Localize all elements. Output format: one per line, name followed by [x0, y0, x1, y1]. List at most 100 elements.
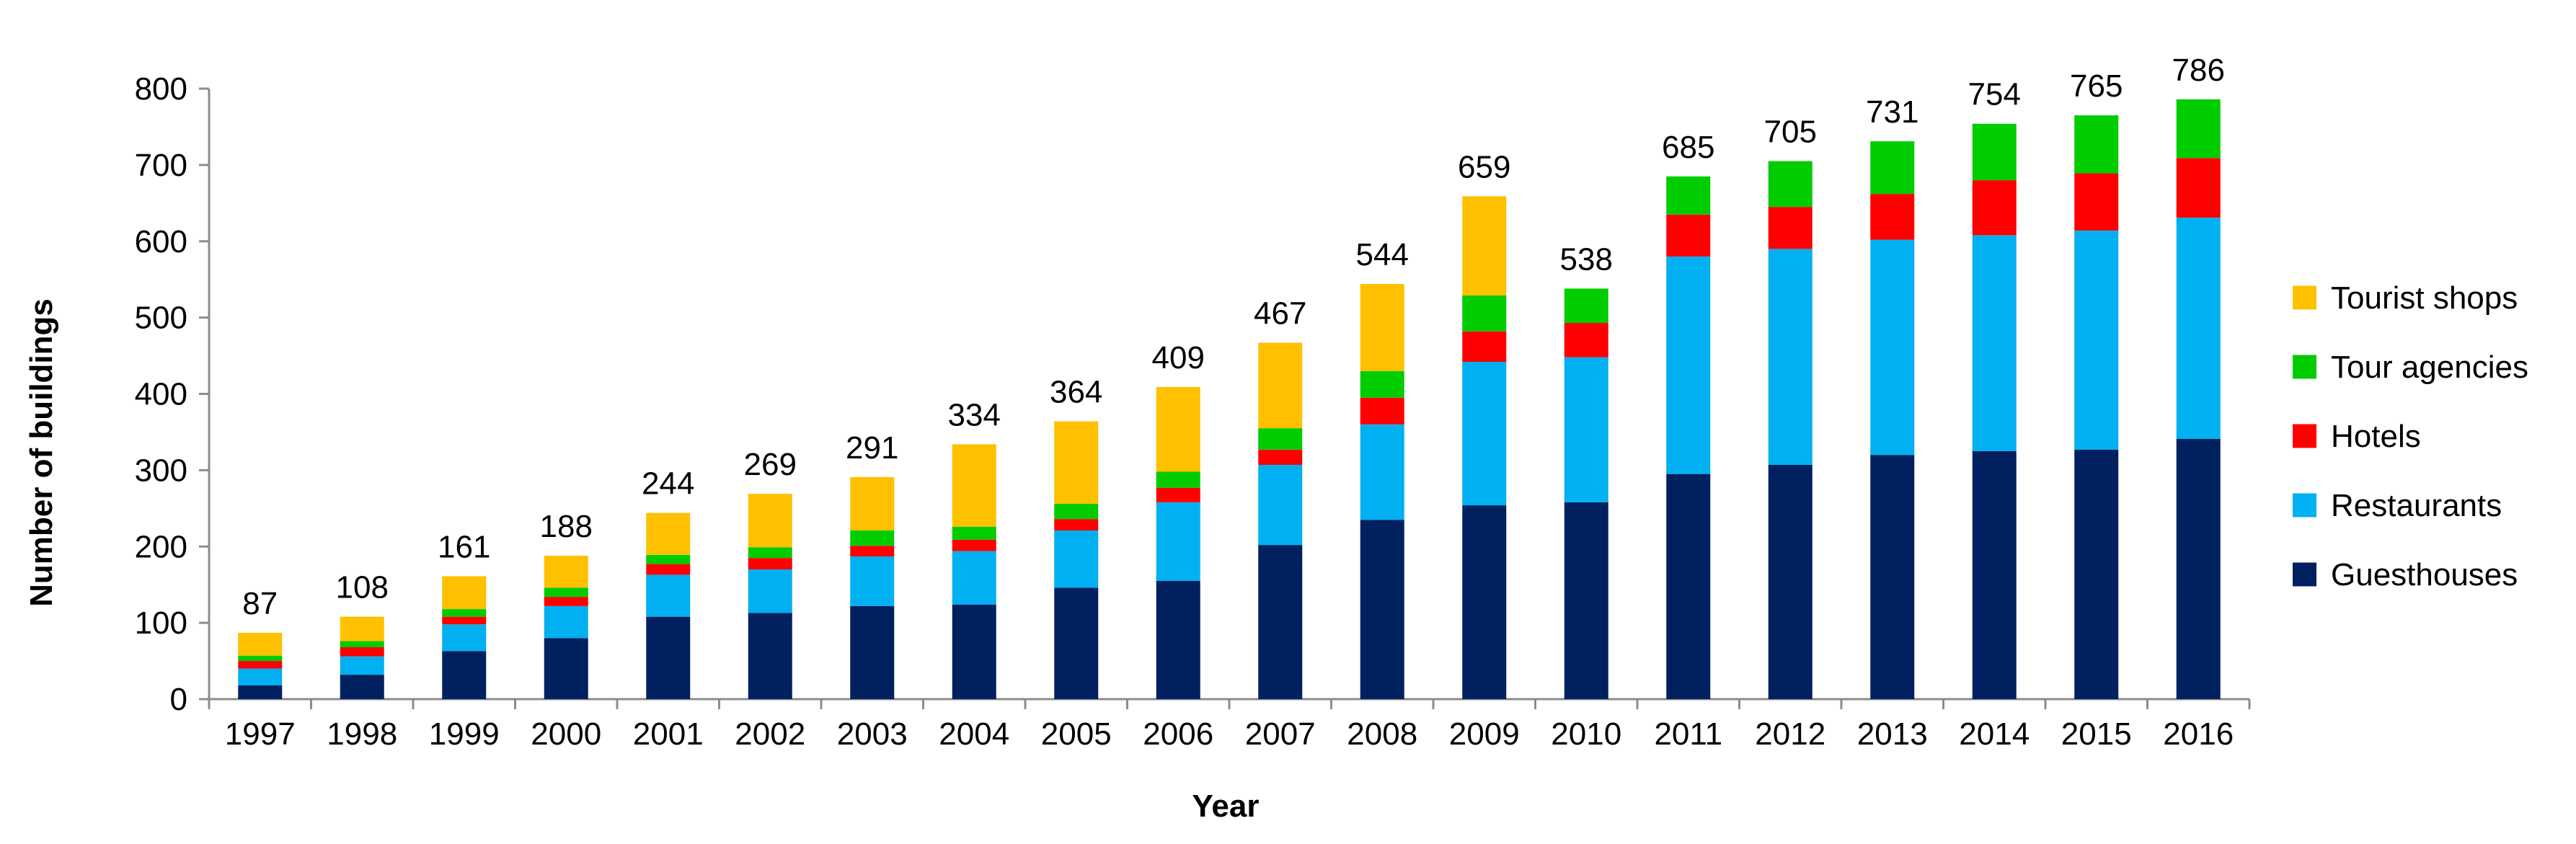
bar-segment-tour-agencies [1156, 471, 1200, 488]
bar-segment-guesthouses [1768, 464, 1813, 699]
bar-segment-restaurants [2074, 230, 2119, 450]
total-label: 108 [336, 570, 389, 605]
bar-segment-tour-agencies [544, 587, 588, 598]
bar-segment-tourist-shops [646, 512, 691, 555]
bar-segment-guesthouses [1360, 520, 1404, 699]
total-label: 409 [1152, 340, 1205, 376]
legend-swatch-guesthouses [2293, 562, 2316, 587]
legend-swatch-tourist-shops [2293, 285, 2316, 310]
bar-segment-hotels [2176, 158, 2221, 218]
bar-segment-hotels [1156, 487, 1200, 502]
bar-segment-hotels [340, 647, 384, 657]
bar-segment-tourist-shops [238, 632, 283, 656]
bar-segment-guesthouses [1972, 450, 2017, 699]
bar-segment-tour-agencies [1054, 503, 1099, 520]
bar-segment-guesthouses [2074, 449, 2119, 699]
bar-segment-tour-agencies [1768, 161, 1813, 208]
bar-segment-guesthouses [1054, 587, 1099, 699]
total-label: 659 [1458, 149, 1510, 185]
bar-segment-tour-agencies [442, 609, 487, 617]
legend-label-tourist-shops: Tourist shops [2331, 280, 2518, 316]
x-tick-label: 2001 [633, 716, 704, 752]
total-label: 467 [1254, 296, 1306, 332]
bar-segment-tourist-shops [1054, 421, 1099, 504]
bar-segment-guesthouses [544, 638, 588, 699]
legend: Tourist shops Tour agencies Hotels Restaura… [2293, 280, 2528, 592]
bar-segment-restaurants [1360, 424, 1404, 520]
bar-segment-restaurants [646, 574, 691, 617]
x-tick-label: 2011 [1654, 716, 1722, 752]
legend-label-tour-agencies: Tour agencies [2331, 350, 2528, 385]
bar-segment-hotels [238, 661, 283, 669]
bar-segment-guesthouses [1258, 545, 1303, 699]
total-label: 291 [846, 430, 898, 466]
bar-segment-hotels [646, 564, 691, 575]
x-tick-label: 2002 [735, 716, 805, 752]
x-tick-label: 2016 [2163, 716, 2234, 752]
bar-segment-hotels [1768, 207, 1813, 249]
bar-segment-hotels [952, 539, 996, 551]
bar-segment-guesthouses [952, 604, 996, 699]
bar-segment-restaurants [1054, 530, 1099, 588]
bar-segment-guesthouses [442, 651, 487, 699]
bar-segment-restaurants [1462, 362, 1507, 506]
x-tick-label: 1999 [429, 716, 500, 752]
bar-segment-hotels [1360, 397, 1404, 425]
y-tick-label: 400 [135, 377, 187, 412]
bar-segment-tourist-shops [850, 476, 895, 531]
x-tick-label: 2014 [1959, 716, 2030, 752]
bar-segment-tourist-shops [1462, 196, 1507, 296]
bar-segment-tour-agencies [2176, 99, 2221, 159]
bar-segment-tour-agencies [340, 641, 384, 648]
bar-segment-hotels [2074, 173, 2119, 231]
bar-segment-hotels [1666, 214, 1711, 257]
bar-segment-tour-agencies [1972, 123, 2017, 181]
bar-segment-restaurants [1870, 239, 1915, 456]
total-label: 685 [1662, 130, 1714, 165]
bar-segment-tourist-shops [442, 576, 487, 610]
bar-segment-guesthouses [340, 675, 384, 699]
bar-segment-restaurants [748, 569, 792, 613]
y-tick-label: 200 [135, 529, 187, 564]
bar-segment-restaurants [2176, 217, 2221, 439]
bar-segment-tourist-shops [1258, 342, 1303, 429]
y-tick-label: 600 [135, 224, 187, 259]
x-tick-label: 2000 [531, 716, 601, 752]
x-tick-label: 2010 [1551, 716, 1621, 752]
bar-segment-restaurants [1768, 249, 1813, 465]
x-tick-label: 2004 [939, 716, 1009, 752]
bar-segment-tour-agencies [1870, 141, 1915, 195]
total-label: 786 [2172, 53, 2225, 88]
bar-segment-restaurants [238, 668, 283, 685]
labels: 1997 87 1998 108 1999 161 2000 188 2001 244 2002 26… [225, 53, 2234, 752]
total-label: 334 [948, 397, 1001, 432]
bar-segment-tour-agencies [748, 547, 792, 559]
x-tick-label: 2012 [1755, 716, 1825, 752]
bar-segment-tour-agencies [1564, 288, 1608, 324]
total-label: 244 [642, 466, 694, 502]
total-label: 754 [1968, 77, 2021, 112]
bar-segment-hotels [1564, 323, 1608, 357]
x-tick-label: 2005 [1041, 716, 1112, 752]
bar-segment-guesthouses [1564, 502, 1608, 699]
legend-swatch-hotels [2293, 424, 2316, 448]
bar-segment-tourist-shops [544, 555, 588, 588]
bar-segment-hotels [1870, 194, 1915, 240]
bar-segment-guesthouses [850, 605, 895, 699]
y-axis-title: Number of buildings [24, 298, 59, 607]
x-tick-label: 2007 [1245, 716, 1316, 752]
total-label: 269 [744, 447, 797, 482]
bar-segment-restaurants [1156, 502, 1200, 581]
y-tick-label: 500 [135, 301, 187, 336]
x-tick-label: 2006 [1143, 716, 1213, 752]
bar-segment-guesthouses [646, 616, 691, 699]
bar-segment-tour-agencies [238, 655, 283, 662]
bar-segment-tourist-shops [340, 616, 384, 641]
bar-segment-guesthouses [238, 685, 283, 699]
bar-segment-guesthouses [2176, 438, 2221, 699]
x-tick-label: 2015 [2061, 716, 2132, 752]
x-tick-label: 2013 [1857, 716, 1928, 752]
bar-segment-guesthouses [1870, 455, 1915, 699]
